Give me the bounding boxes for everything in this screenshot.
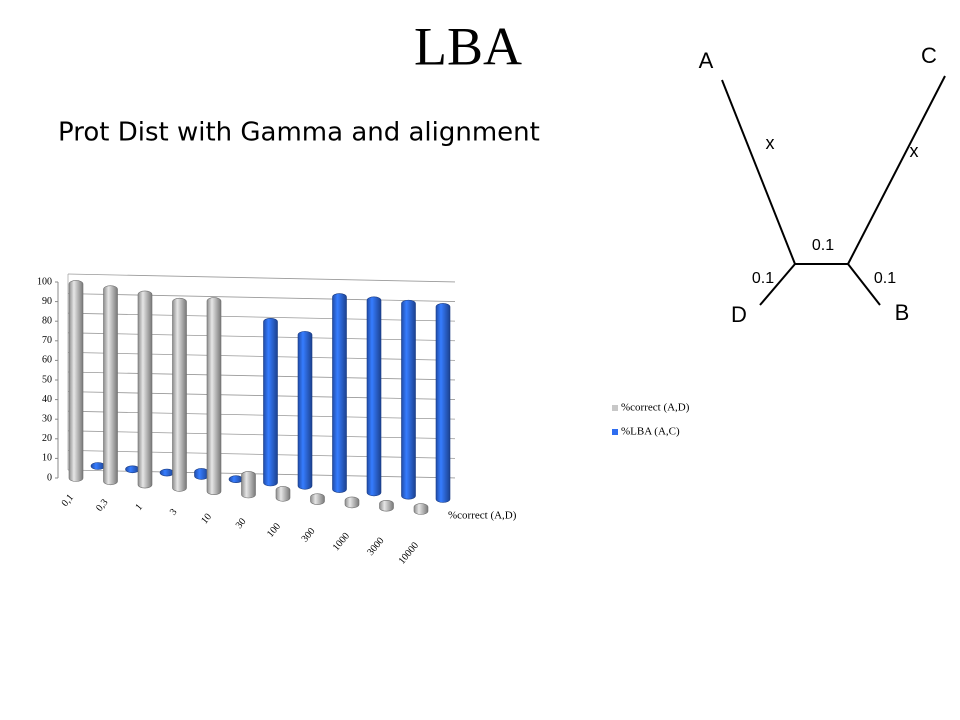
legend-label: %correct (A,D) xyxy=(621,402,690,414)
bar xyxy=(310,493,325,505)
y-tick-label: 0 xyxy=(47,472,52,483)
bar xyxy=(194,468,209,480)
grid-line xyxy=(67,312,456,322)
x-tick-label: 0,3 xyxy=(94,497,110,514)
bar xyxy=(241,471,256,499)
grid-line xyxy=(67,469,456,479)
y-tick-label: 80 xyxy=(42,315,52,326)
y-tick-label: 90 xyxy=(42,296,52,307)
y-tick-label: 60 xyxy=(42,355,52,366)
grid-line xyxy=(67,332,456,342)
bar xyxy=(263,317,278,487)
bar xyxy=(125,465,140,474)
bar xyxy=(159,468,175,477)
chart: 0 10 20 30 40 50 60 70 80 90 100 0,1 0,3 1 3 10 30 100 300… xyxy=(37,273,690,567)
bar xyxy=(401,299,416,500)
branch-d xyxy=(759,263,796,306)
x-tick-label: 1 xyxy=(133,502,145,513)
y-tick-label: 20 xyxy=(42,433,52,444)
bar xyxy=(332,293,347,493)
branch-b xyxy=(847,263,881,306)
grid-line xyxy=(67,371,456,381)
depth-axis-label: %correct (A,D) xyxy=(448,510,517,522)
branch-label: x xyxy=(766,133,775,153)
x-tick-label: 100 xyxy=(265,521,283,540)
legend-swatch xyxy=(612,429,618,435)
bar xyxy=(172,297,187,492)
bar xyxy=(275,486,291,502)
branch-label: 0.1 xyxy=(752,270,774,287)
bar xyxy=(90,462,106,470)
branch-c xyxy=(847,75,946,265)
bar xyxy=(366,296,382,497)
y-tick-label: 30 xyxy=(42,413,52,424)
x-tick-label: 3000 xyxy=(365,536,386,558)
node-label: C xyxy=(921,43,937,68)
x-tick-label: 1000 xyxy=(331,531,352,553)
tree-labels: A C D B x x 0.1 0.1 0.1 xyxy=(699,43,937,327)
bar xyxy=(344,496,360,509)
grid-line xyxy=(67,352,456,361)
x-tick-label: 10000 xyxy=(397,540,421,566)
bar xyxy=(137,290,153,489)
bar xyxy=(68,280,84,482)
grid-line xyxy=(67,410,456,420)
grid-line xyxy=(67,430,456,440)
y-tick-label: 50 xyxy=(42,374,52,385)
branch-label: x xyxy=(910,141,919,161)
bar xyxy=(103,285,118,486)
grid-line xyxy=(67,450,456,459)
x-tick-label: 0,1 xyxy=(60,492,76,509)
node-label: A xyxy=(699,48,714,73)
branch-label: 0.1 xyxy=(874,270,896,287)
branch-label: 0.1 xyxy=(812,237,834,254)
y-tick-label: 10 xyxy=(42,453,52,464)
x-tick-label: 30 xyxy=(234,516,249,531)
slide-title: LBA xyxy=(414,16,522,76)
x-tick-label: 300 xyxy=(299,526,317,545)
y-tick-label: 70 xyxy=(42,335,52,346)
y-tick-label: 100 xyxy=(37,276,52,287)
legend-label: %LBA (A,C) xyxy=(621,426,680,438)
y-tick-label: 40 xyxy=(42,394,52,405)
grid-line xyxy=(67,391,456,400)
x-tick-label: 3 xyxy=(168,507,180,518)
bar xyxy=(413,503,429,515)
bar xyxy=(379,499,394,512)
grid-line xyxy=(67,273,456,283)
grid-line xyxy=(67,293,456,302)
bar xyxy=(206,297,222,495)
node-label: B xyxy=(895,300,910,325)
bar xyxy=(435,303,451,503)
bar xyxy=(228,475,244,483)
slide-subtitle: Prot Dist with Gamma and alignment xyxy=(58,118,540,148)
x-tick-label: 10 xyxy=(199,512,214,527)
bar xyxy=(297,331,313,490)
branch-a xyxy=(721,79,796,265)
legend-swatch xyxy=(612,405,618,411)
node-label: D xyxy=(731,302,747,327)
tree xyxy=(721,75,946,306)
